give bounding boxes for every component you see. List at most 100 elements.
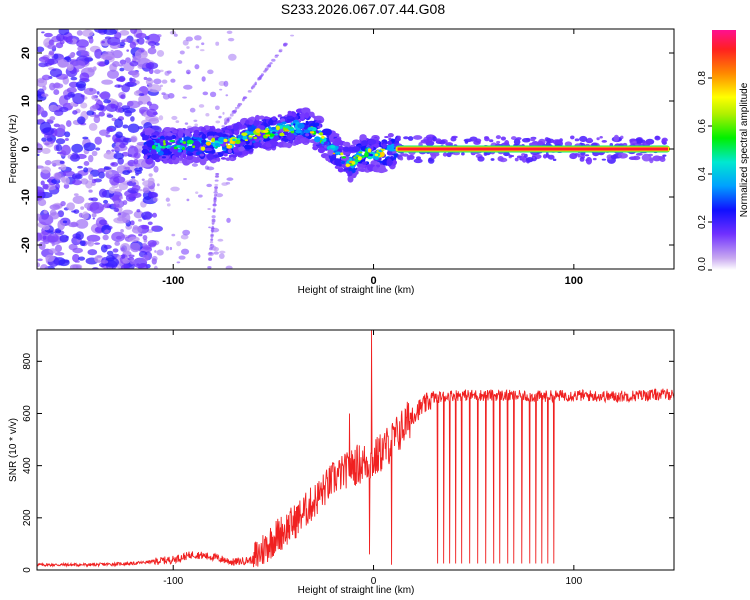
- heatmap-cell: [263, 130, 269, 133]
- heatmap-cell: [380, 151, 385, 157]
- heatmap-cell: [141, 178, 145, 181]
- heatmap-cell: [497, 156, 504, 162]
- heatmap-cell: [163, 127, 172, 132]
- heatmap-cell: [101, 40, 106, 44]
- heatmap-cell: [197, 194, 203, 198]
- heatmap-cell: [102, 203, 112, 209]
- heatmap-cell: [72, 179, 82, 186]
- heatmap-cell: [77, 165, 83, 169]
- heatmap-cell: [53, 123, 60, 128]
- heatmap-cell: [48, 248, 58, 254]
- heatmap-cell: [361, 155, 366, 159]
- heatmap-cell: [171, 233, 176, 237]
- heatmap-cell: [113, 152, 124, 160]
- heatmap-cell: [287, 110, 293, 117]
- heatmap-cell: [189, 133, 193, 138]
- heatmap-cell: [592, 157, 597, 161]
- heatmap-cell: [76, 39, 89, 48]
- heatmap-cell: [88, 123, 98, 131]
- heatmap-cell: [179, 50, 185, 55]
- heatmap-cell: [172, 129, 178, 134]
- heatmap-cell: [232, 138, 236, 142]
- heatmap-cell: [206, 183, 213, 188]
- heatmap-cell: [155, 146, 161, 153]
- heatmap-cell: [208, 226, 211, 229]
- colorbar: 0.0 0.2 0.4 0.6 0.8 Normalized spectral ampl…: [697, 30, 750, 271]
- heatmap-cell: [145, 77, 154, 86]
- heatmap-cell: [147, 62, 155, 69]
- heatmap-cell: [119, 142, 126, 149]
- heatmap-cell: [195, 191, 199, 194]
- heatmap-cell: [289, 126, 293, 129]
- heatmap-cell: [265, 128, 270, 131]
- heatmap-cell: [161, 156, 167, 159]
- heatmap-cell: [207, 69, 214, 75]
- heatmap-cell: [186, 46, 190, 49]
- heatmap-cell: [489, 139, 494, 143]
- heatmap-cell: [129, 60, 139, 67]
- heatmap-cell: [156, 183, 160, 187]
- heatmap-cell: [617, 152, 628, 159]
- heatmap-cell: [123, 137, 130, 142]
- heatmap-cell: [204, 165, 210, 170]
- heatmap-cell: [112, 61, 120, 67]
- heatmap-cell: [60, 200, 66, 207]
- heatmap-cell: [112, 203, 120, 208]
- colorbar-ticks: 0.0 0.2 0.4 0.6 0.8: [697, 71, 712, 271]
- heatmap-cell: [484, 136, 490, 142]
- heatmap-cell: [262, 70, 267, 73]
- heatmap-cell: [315, 144, 320, 147]
- heatmap-cell: [59, 160, 65, 164]
- heatmap-cell: [83, 87, 97, 96]
- heatmap-y-label: Frequency (Hz): [8, 115, 19, 184]
- heatmap-cell: [103, 151, 118, 160]
- heatmap-cell: [230, 156, 234, 161]
- heatmap-cell: [260, 73, 264, 77]
- heatmap-cell: [504, 139, 510, 146]
- heatmap-cell: [337, 167, 344, 173]
- heatmap-cell: [386, 158, 393, 167]
- heatmap-cell: [73, 193, 79, 197]
- heatmap-cell: [142, 234, 148, 241]
- heatmap-cell: [219, 88, 223, 91]
- heatmap-cell: [66, 87, 77, 94]
- heatmap-cell: [162, 93, 170, 100]
- heatmap-cell: [129, 258, 135, 265]
- heatmap-cell: [386, 145, 392, 150]
- heatmap-cell: [165, 197, 170, 202]
- heatmap-cell: [281, 121, 287, 125]
- heatmap-cell: [579, 135, 588, 143]
- heatmap-cell: [54, 172, 62, 181]
- snr-y-tick-label: 200: [22, 509, 33, 526]
- heatmap-cell: [226, 177, 234, 181]
- heatmap-cell: [152, 212, 158, 218]
- heatmap-cell: [284, 125, 291, 129]
- heatmap-cell: [446, 152, 452, 158]
- heatmap-cell: [71, 143, 84, 153]
- heatmap-cell: [115, 131, 123, 139]
- heatmap-cell: [360, 140, 368, 148]
- heatmap-cell: [195, 253, 201, 259]
- heatmap-cell: [211, 137, 216, 142]
- heatmap-cell: [127, 100, 134, 107]
- heatmap-cell: [201, 42, 205, 46]
- heatmap-cell: [227, 148, 232, 154]
- heatmap-cell: [130, 116, 135, 122]
- heatmap-cell: [367, 156, 373, 160]
- heatmap-cell: [661, 137, 668, 143]
- heatmap-cell: [120, 254, 126, 259]
- heatmap-cell: [313, 136, 321, 143]
- heatmap-cell: [359, 134, 367, 141]
- heatmap-cell: [521, 138, 531, 143]
- heatmap-cell: [178, 138, 182, 141]
- heatmap-cell: [58, 124, 66, 132]
- heatmap-cell: [200, 49, 205, 52]
- heatmap-cell: [641, 153, 652, 162]
- heatmap-cell: [214, 179, 219, 182]
- heatmap-cell: [138, 93, 145, 96]
- heatmap-cell: [291, 112, 297, 118]
- heatmap-cell: [412, 135, 423, 140]
- heatmap-cell: [47, 44, 57, 50]
- heatmap-cell: [382, 143, 387, 149]
- heatmap-cell: [43, 209, 48, 214]
